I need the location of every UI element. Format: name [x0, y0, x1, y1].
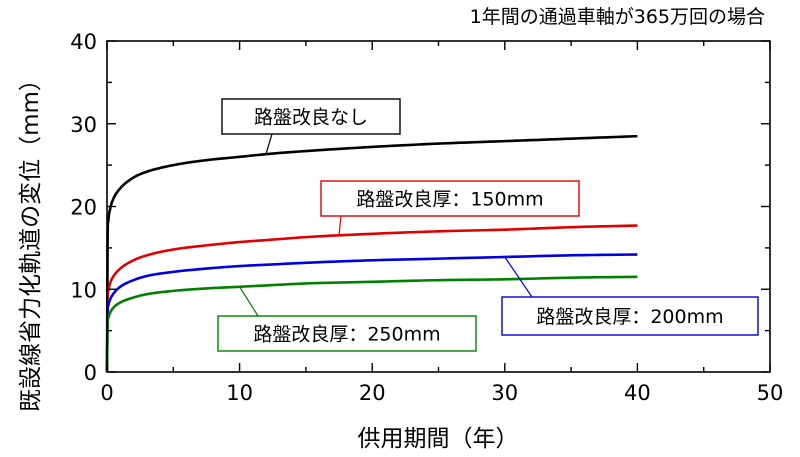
x-tick-label: 0 [100, 381, 113, 405]
annotation-4: 路盤改良厚：250mm [217, 315, 477, 352]
series-line-3 [105, 253, 638, 373]
annotation-label: 路盤改良厚：150mm [356, 189, 543, 211]
annotation-3: 路盤改良厚：200mm [501, 296, 759, 336]
x-tick-label: 30 [491, 381, 518, 405]
x-axis-title: 供用期間（年） [358, 426, 519, 452]
annotation-box [501, 296, 759, 336]
y-tick-label: 0 [84, 361, 97, 385]
annotation-2: 路盤改良厚：150mm [320, 180, 580, 217]
annotation-label: 路盤改良厚：250mm [253, 324, 440, 346]
series-line-4 [105, 275, 638, 373]
axes [106, 40, 771, 373]
annotation-leader-3 [504, 256, 533, 298]
y-tick-label: 30 [70, 113, 97, 137]
chart-title: 1年間の通過車軸が365万回の場合 [470, 6, 765, 28]
annotation-leader-2 [338, 215, 342, 236]
y-tick-label: 10 [70, 278, 97, 302]
annotation-1: 路盤改良なし [221, 98, 401, 135]
x-tick-label: 40 [624, 381, 651, 405]
annotation-label: 路盤改良なし [254, 107, 368, 129]
y-tick-label: 40 [70, 30, 97, 54]
annotation-leader-1 [265, 133, 273, 154]
x-tick-label: 10 [226, 381, 253, 405]
series-layer [105, 134, 638, 373]
tick-labels: 0 10 20 30 40 50 0 10 20 30 40 [70, 30, 783, 405]
annotation-box [221, 98, 401, 135]
x-tick-label: 20 [359, 381, 386, 405]
y-axis-title: 既設線省力化軌道の変位（mm） [18, 68, 44, 412]
y-tick-label: 20 [70, 196, 97, 220]
series-line-2 [105, 224, 638, 373]
annotation-leaders [239, 133, 533, 317]
annotation-label: 路盤改良厚：200mm [536, 306, 723, 328]
x-tick-label: 50 [757, 381, 784, 405]
annotation-box [217, 315, 477, 352]
annotation-box [320, 180, 580, 217]
series-line-1 [105, 134, 638, 373]
annotation-leader-4 [239, 286, 259, 317]
